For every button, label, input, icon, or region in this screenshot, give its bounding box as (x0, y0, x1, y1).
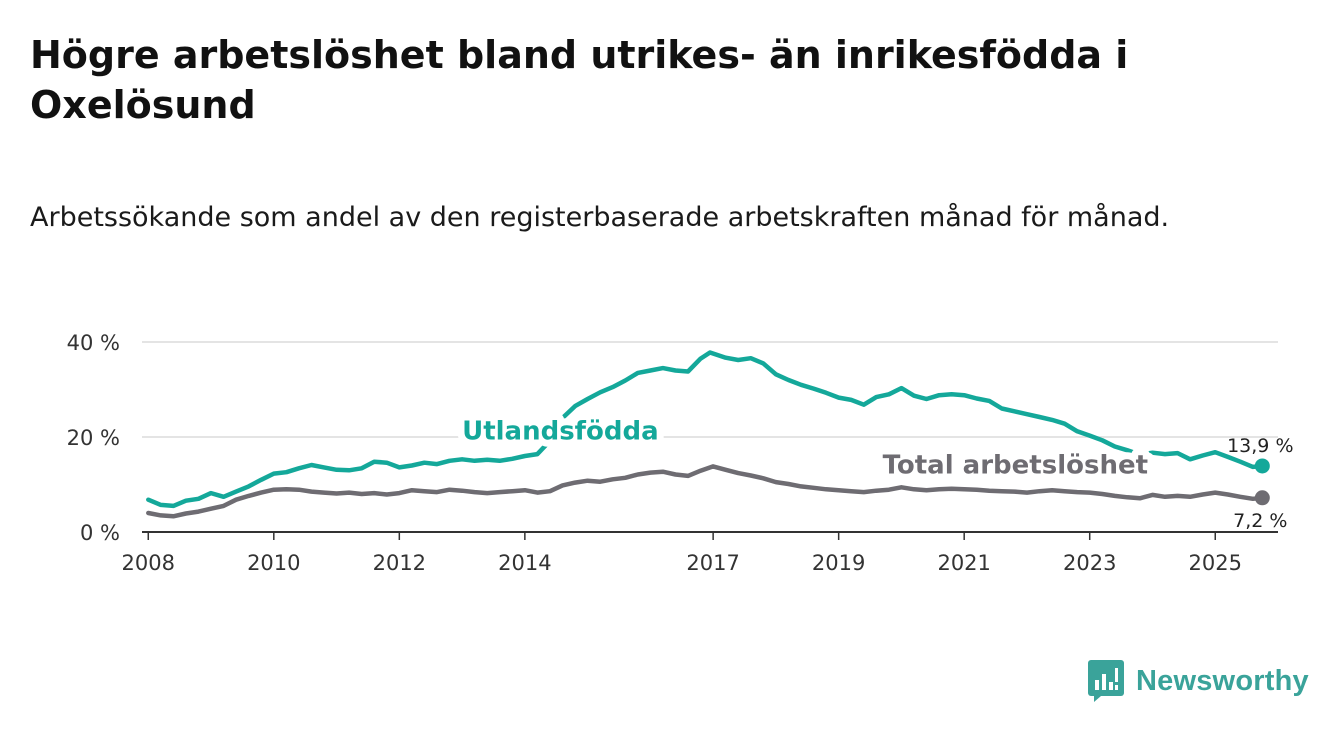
chart-title: Högre arbetslöshet bland utrikes- än inr… (30, 33, 1129, 127)
series-end-label: 7,2 % (1233, 510, 1287, 532)
x-tick-label: 2017 (686, 551, 739, 575)
x-tick-label: 2014 (498, 551, 551, 575)
x-tick-label: 2021 (937, 551, 990, 575)
series-line-total (146, 464, 1265, 519)
newsworthy-logo: Newsworthy (1088, 660, 1309, 702)
x-tick-label: 2008 (122, 551, 175, 575)
brand-name: Newsworthy (1136, 664, 1309, 697)
series-end-point (1254, 490, 1270, 506)
newsworthy-logo-icon (1088, 660, 1124, 702)
x-tick-label: 2023 (1063, 551, 1116, 575)
x-tick-label: 2019 (812, 551, 865, 575)
line-chart: 0 % 20 % 40 % 2008 2010 2012 2014 2017 2019 2021 2… (67, 331, 1294, 575)
chart-labels: 13,9 % 7,2 % Utlandsfödda Total arbetslöshe… (455, 409, 1293, 532)
series-end-label: 13,9 % (1227, 435, 1293, 457)
series-name-label-total: Total arbetslöshet (883, 451, 1148, 481)
series-line-foreign-born (146, 350, 1265, 509)
x-tick-label: 2010 (247, 551, 300, 575)
chart-subtitle: Arbetssökande som andel av den registerb… (30, 202, 1170, 233)
series-end-point (1254, 458, 1270, 474)
series-name-label-foreign-born: Utlandsfödda (462, 416, 659, 446)
x-tick-label: 2025 (1189, 551, 1242, 575)
x-tick-label: 2012 (373, 551, 426, 575)
axes: 0 % 20 % 40 % 2008 2010 2012 2014 2017 2019 2021 2… (67, 331, 1278, 575)
series-lines (146, 350, 1270, 519)
y-tick-label: 20 % (67, 426, 120, 450)
y-tick-label: 0 % (80, 521, 120, 545)
grid-lines (142, 341, 1278, 438)
y-tick-label: 40 % (67, 331, 120, 355)
